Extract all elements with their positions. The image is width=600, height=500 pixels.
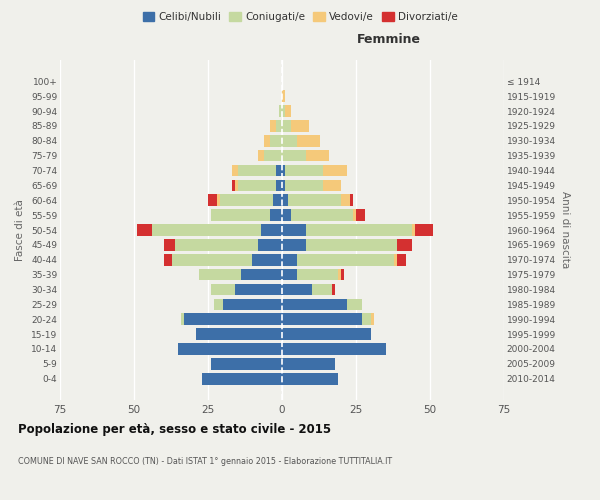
Bar xyxy=(297,254,394,266)
Bar xyxy=(175,239,259,250)
Bar xyxy=(282,358,335,370)
Bar xyxy=(279,105,282,117)
Bar xyxy=(288,194,341,206)
Bar xyxy=(241,269,282,280)
Bar xyxy=(282,239,305,250)
Bar xyxy=(232,164,238,176)
Bar xyxy=(259,150,264,162)
Y-axis label: Fasce di età: Fasce di età xyxy=(16,199,25,261)
Bar xyxy=(282,90,285,102)
Bar xyxy=(353,210,356,221)
Bar xyxy=(291,210,353,221)
Bar xyxy=(211,284,235,296)
Bar xyxy=(285,105,291,117)
Bar xyxy=(305,150,329,162)
Bar xyxy=(297,269,338,280)
Bar xyxy=(282,284,311,296)
Bar xyxy=(282,164,285,176)
Bar xyxy=(261,224,282,236)
Bar xyxy=(214,298,223,310)
Bar xyxy=(276,120,282,132)
Bar xyxy=(282,343,386,355)
Bar xyxy=(297,135,320,146)
Bar xyxy=(235,180,238,191)
Bar xyxy=(282,314,362,325)
Bar xyxy=(164,254,172,266)
Bar xyxy=(196,328,282,340)
Bar xyxy=(211,210,270,221)
Bar xyxy=(235,284,282,296)
Bar xyxy=(362,314,371,325)
Bar xyxy=(164,239,175,250)
Bar xyxy=(238,180,276,191)
Bar xyxy=(276,180,282,191)
Bar xyxy=(253,254,282,266)
Bar xyxy=(323,164,347,176)
Bar xyxy=(397,254,406,266)
Text: Femmine: Femmine xyxy=(356,34,421,46)
Text: Popolazione per età, sesso e stato civile - 2015: Popolazione per età, sesso e stato civil… xyxy=(18,422,331,436)
Bar xyxy=(178,343,282,355)
Bar xyxy=(232,180,235,191)
Legend: Celibi/Nubili, Coniugati/e, Vedovi/e, Divorziati/e: Celibi/Nubili, Coniugati/e, Vedovi/e, Di… xyxy=(139,8,461,26)
Bar xyxy=(332,284,335,296)
Bar xyxy=(270,135,282,146)
Bar xyxy=(338,269,341,280)
Bar xyxy=(282,224,305,236)
Bar xyxy=(282,210,291,221)
Bar xyxy=(181,314,184,325)
Bar xyxy=(291,120,308,132)
Bar xyxy=(282,298,347,310)
Text: COMUNE DI NAVE SAN ROCCO (TN) - Dati ISTAT 1° gennaio 2015 - Elaborazione TUTTIT: COMUNE DI NAVE SAN ROCCO (TN) - Dati IST… xyxy=(18,458,392,466)
Bar xyxy=(276,164,282,176)
Bar xyxy=(415,224,433,236)
Bar xyxy=(350,194,353,206)
Bar xyxy=(347,298,362,310)
Bar xyxy=(282,328,371,340)
Bar xyxy=(238,164,276,176)
Bar xyxy=(282,120,291,132)
Bar xyxy=(282,269,297,280)
Bar xyxy=(270,120,276,132)
Bar xyxy=(264,135,270,146)
Bar xyxy=(397,239,412,250)
Bar xyxy=(282,180,285,191)
Bar xyxy=(152,224,261,236)
Bar xyxy=(356,210,365,221)
Bar xyxy=(223,298,282,310)
Bar xyxy=(285,164,323,176)
Bar xyxy=(264,150,282,162)
Bar xyxy=(211,358,282,370)
Bar xyxy=(220,194,273,206)
Bar xyxy=(282,254,297,266)
Bar xyxy=(341,269,344,280)
Bar xyxy=(282,150,305,162)
Bar xyxy=(394,254,397,266)
Bar xyxy=(172,254,253,266)
Bar xyxy=(273,194,282,206)
Bar xyxy=(282,373,338,384)
Bar xyxy=(184,314,282,325)
Bar xyxy=(270,210,282,221)
Bar xyxy=(412,224,415,236)
Bar xyxy=(202,373,282,384)
Bar xyxy=(323,180,341,191)
Bar xyxy=(305,224,412,236)
Bar xyxy=(282,105,285,117)
Bar xyxy=(137,224,152,236)
Bar xyxy=(305,239,397,250)
Bar xyxy=(282,194,288,206)
Bar xyxy=(259,239,282,250)
Bar xyxy=(208,194,217,206)
Bar xyxy=(371,314,374,325)
Bar xyxy=(285,180,323,191)
Bar xyxy=(282,135,297,146)
Bar xyxy=(311,284,332,296)
Bar xyxy=(341,194,350,206)
Bar xyxy=(217,194,220,206)
Bar xyxy=(199,269,241,280)
Y-axis label: Anni di nascita: Anni di nascita xyxy=(560,192,570,268)
